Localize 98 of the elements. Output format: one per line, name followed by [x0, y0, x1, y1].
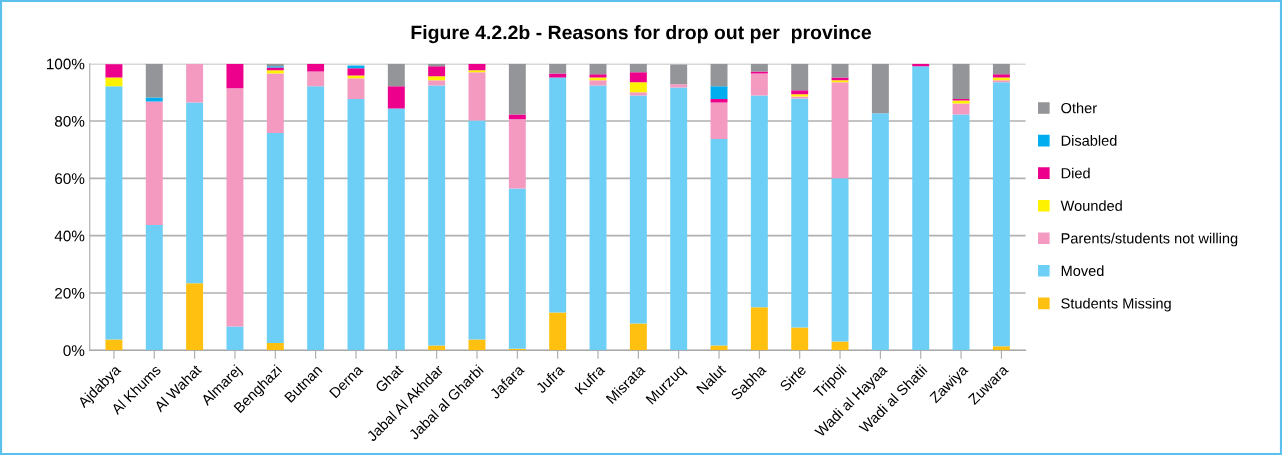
- bar: [145, 225, 163, 351]
- legend-label: Moved: [1061, 265, 1104, 277]
- bar: [871, 63, 889, 114]
- bar: [831, 341, 849, 351]
- bar: [468, 70, 486, 73]
- bar: [549, 63, 567, 74]
- bar: [307, 71, 325, 87]
- bar: [508, 114, 526, 120]
- bar: [831, 178, 849, 342]
- bar: [670, 84, 688, 88]
- bar: [508, 188, 526, 349]
- bar: [791, 98, 809, 328]
- bar: [428, 85, 446, 346]
- bar: [186, 63, 204, 103]
- bar: [710, 102, 728, 140]
- chart-title: Figure 4.2.2b - Reasons for drop out per province: [411, 25, 872, 44]
- bar: [750, 63, 768, 72]
- bar: [629, 323, 647, 351]
- bar: [428, 76, 446, 81]
- bar: [266, 342, 284, 351]
- bar: [629, 82, 647, 93]
- bar: [952, 103, 970, 115]
- bar: [589, 80, 607, 86]
- bar: [750, 95, 768, 308]
- y-tick-label: 100%: [46, 58, 85, 70]
- bar: [629, 95, 647, 324]
- bar: [871, 113, 889, 351]
- bar: [145, 63, 163, 98]
- bar: [952, 63, 970, 99]
- y-tick-label: 0%: [63, 345, 85, 357]
- bar: [750, 71, 768, 74]
- legend-label: Other: [1061, 102, 1097, 114]
- bar: [387, 108, 405, 351]
- bar: [387, 63, 405, 87]
- bar: [508, 63, 526, 115]
- bar: [105, 77, 123, 87]
- bar: [266, 73, 284, 134]
- bar: [347, 75, 365, 79]
- bar: [186, 283, 204, 351]
- bar: [750, 73, 768, 96]
- legend-label: Disabled: [1061, 135, 1117, 146]
- y-tick-label: 60%: [55, 173, 85, 185]
- bar: [347, 65, 365, 69]
- bar: [629, 72, 647, 83]
- bar: [791, 327, 809, 351]
- bar: [468, 120, 486, 340]
- bar: [387, 86, 405, 109]
- bar: [710, 63, 728, 87]
- bar: [791, 63, 809, 91]
- bar: [266, 133, 284, 343]
- bar: [428, 66, 446, 77]
- bar: [670, 64, 688, 85]
- bar: [105, 86, 123, 340]
- bar: [428, 80, 446, 86]
- bar: [347, 98, 365, 351]
- y-tick-label: 40%: [54, 230, 85, 242]
- bar: [549, 312, 567, 351]
- bar: [145, 101, 163, 226]
- bar: [629, 92, 647, 96]
- bar: [347, 68, 365, 76]
- legend-label: Parents/students not willing: [1061, 232, 1238, 247]
- bar: [710, 86, 728, 99]
- legend-label: Wounded: [1060, 200, 1122, 211]
- bar: [750, 307, 768, 351]
- bar: [831, 82, 849, 179]
- bar: [105, 64, 123, 78]
- bar: [831, 63, 849, 78]
- bar: [992, 82, 1010, 347]
- bar: [186, 102, 204, 284]
- bar: [105, 339, 123, 351]
- bar: [468, 339, 486, 351]
- legend-label: Died: [1061, 167, 1090, 179]
- bar: [589, 85, 607, 351]
- x-tick-label: Sirte: [778, 364, 807, 392]
- legend-label: Students Missing: [1061, 297, 1171, 312]
- bar: [791, 90, 809, 95]
- bar: [226, 63, 244, 89]
- bar: [992, 346, 1010, 351]
- bar: [992, 63, 1010, 75]
- bar: [912, 66, 930, 351]
- bar: [347, 78, 365, 99]
- bar: [710, 139, 728, 346]
- y-tick-label: 20%: [55, 287, 85, 299]
- bar: [549, 77, 567, 313]
- bar: [629, 63, 647, 73]
- bar: [307, 86, 325, 351]
- bar: [428, 345, 446, 351]
- bar: [508, 119, 526, 189]
- bar: [226, 326, 244, 351]
- bar: [549, 73, 567, 78]
- bar: [226, 88, 244, 327]
- bar: [710, 345, 728, 351]
- y-tick-label: 80%: [54, 115, 85, 127]
- bar: [952, 114, 970, 351]
- bar: [145, 97, 163, 102]
- bar: [670, 87, 688, 351]
- bar: [307, 63, 325, 72]
- bar: [468, 72, 486, 121]
